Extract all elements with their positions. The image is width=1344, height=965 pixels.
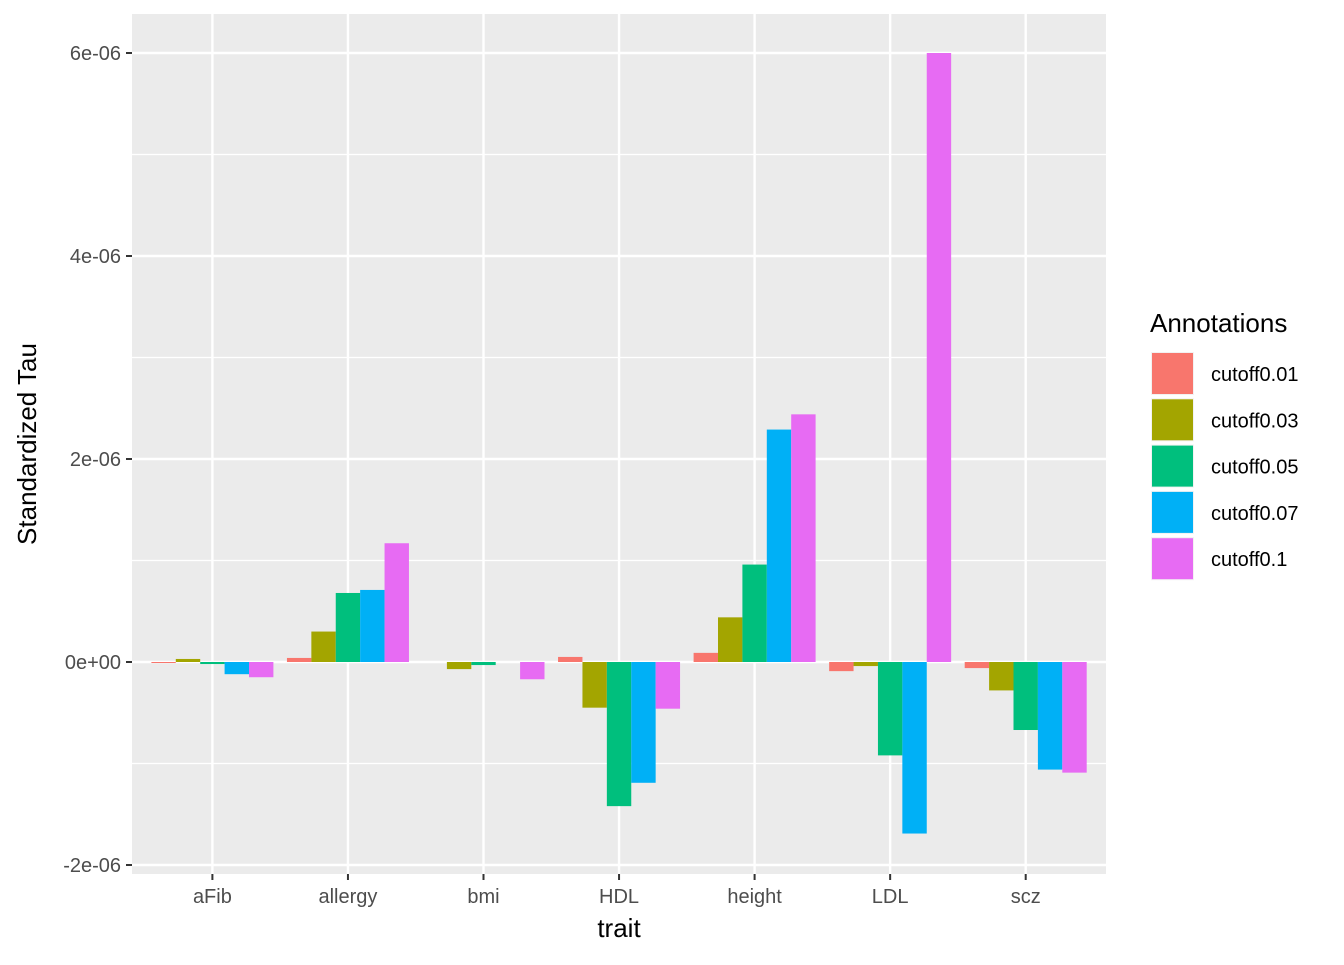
bar xyxy=(151,662,176,664)
x-tick-label: LDL xyxy=(872,886,909,908)
grid-major xyxy=(132,14,1106,874)
y-tick-label: 4e-06 xyxy=(70,246,121,268)
bar xyxy=(877,662,903,756)
bar xyxy=(582,662,607,708)
bar xyxy=(631,662,656,783)
bar xyxy=(1013,662,1038,731)
legend-label: cutoff0.1 xyxy=(1211,549,1287,571)
y-tick-label: 6e-06 xyxy=(70,43,121,65)
legend-swatch xyxy=(1152,399,1193,441)
y-axis-title: Standardized Tau xyxy=(12,343,42,545)
bar xyxy=(655,662,681,709)
bars xyxy=(151,53,1087,834)
x-tick-label: scz xyxy=(1011,886,1041,908)
legend-swatch xyxy=(1152,445,1193,487)
bar xyxy=(286,657,312,662)
legend-swatch xyxy=(1152,538,1193,580)
legend-title: Annotations xyxy=(1150,308,1287,338)
bar xyxy=(902,662,927,834)
bar xyxy=(742,564,767,662)
bar xyxy=(471,662,496,666)
bar xyxy=(175,658,201,662)
bar xyxy=(311,631,336,662)
bar xyxy=(446,662,472,670)
bar xyxy=(224,662,249,675)
bar xyxy=(989,662,1014,691)
bar xyxy=(1062,662,1087,773)
bar xyxy=(791,414,816,662)
bar xyxy=(558,656,583,662)
legend-label: cutoff0.05 xyxy=(1211,457,1298,479)
bar xyxy=(606,662,632,807)
x-tick-label: bmi xyxy=(467,886,499,908)
bar xyxy=(766,429,792,662)
legend-swatch xyxy=(1152,491,1193,533)
bar xyxy=(964,662,990,669)
bar xyxy=(249,662,274,678)
x-axis-title: trait xyxy=(597,913,641,943)
y-tick-label: -2e-06 xyxy=(63,855,121,877)
bar xyxy=(853,662,878,667)
legend-label: cutoff0.01 xyxy=(1211,364,1298,386)
bar xyxy=(718,617,743,662)
x-tick-label: height xyxy=(727,886,782,908)
y-tick-label: 0e+00 xyxy=(65,652,121,674)
y-axis: -2e-06 0e+00 2e-06 4e-06 6e-06 xyxy=(63,43,132,877)
x-tick-label: allergy xyxy=(318,886,377,908)
bar xyxy=(335,592,361,662)
legend-swatch xyxy=(1152,353,1193,394)
legend-label: cutoff0.03 xyxy=(1211,410,1298,432)
bar xyxy=(360,589,385,662)
bar xyxy=(384,543,409,662)
x-tick-label: HDL xyxy=(599,886,639,908)
bar xyxy=(1037,662,1063,770)
x-tick-label: aFib xyxy=(193,886,232,908)
bar xyxy=(200,662,225,665)
bar xyxy=(520,662,545,680)
bar xyxy=(829,662,854,672)
x-axis: aFib allergy bmi HDL height LDL scz xyxy=(193,874,1041,908)
bar xyxy=(926,53,952,662)
bar xyxy=(693,652,718,662)
legend-label: cutoff0.07 xyxy=(1211,503,1298,525)
y-tick-label: 2e-06 xyxy=(70,449,121,471)
legend: Annotations cutoff0.01 cutoff0.03 cutoff0.… xyxy=(1150,308,1298,581)
